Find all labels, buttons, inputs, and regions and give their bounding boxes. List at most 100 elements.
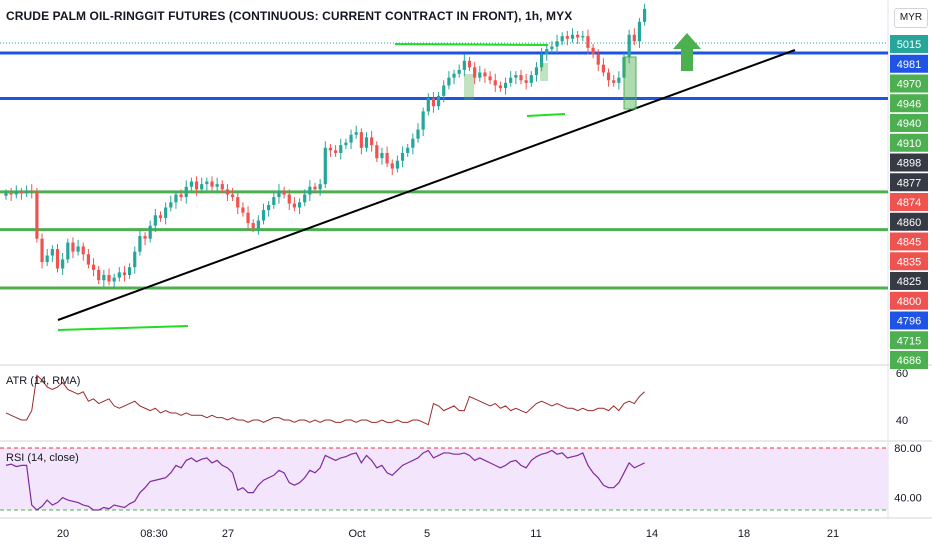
candle-body: [509, 77, 513, 83]
candle-body: [503, 82, 508, 89]
price-label-bg: [890, 291, 928, 310]
time-tick: 27: [222, 528, 234, 540]
candle-body: [637, 21, 642, 42]
price-label: 4835: [890, 252, 928, 271]
candle-body: [128, 267, 132, 276]
candle-body: [437, 95, 441, 107]
candle-body: [277, 190, 281, 198]
candle-body: [581, 36, 585, 38]
candle-body: [236, 197, 240, 208]
time-tick: 5: [424, 528, 430, 540]
candle-body: [231, 194, 235, 198]
candle-body: [112, 277, 116, 282]
candle-body: [251, 223, 255, 229]
candle-body: [570, 34, 575, 39]
candle-body: [292, 203, 296, 208]
candle-body: [76, 246, 80, 252]
price-label: 4981: [890, 54, 928, 73]
atr-tick: 40: [896, 415, 908, 427]
price-label-text: 4970: [897, 79, 921, 91]
candle-body: [560, 36, 564, 42]
candle-body: [272, 197, 276, 205]
candle-body: [246, 212, 250, 224]
price-label-text: 5015: [897, 39, 921, 51]
candle-body: [66, 242, 70, 260]
candle-body: [385, 152, 389, 164]
candle-body: [339, 145, 343, 153]
candle-body: [91, 264, 96, 270]
candle-body: [534, 67, 539, 76]
candle-body: [545, 49, 549, 55]
candle-body: [529, 75, 533, 83]
marker-line-low: [57, 325, 189, 331]
up-arrow-icon: [673, 33, 701, 71]
candle-body: [524, 80, 528, 83]
price-label: 4877: [890, 173, 928, 192]
candle-body: [241, 207, 245, 213]
price-label-text: 4715: [897, 335, 921, 347]
candle-body: [359, 132, 363, 148]
candle-body: [61, 259, 65, 269]
candle-body: [323, 147, 327, 185]
candle-body: [462, 60, 466, 70]
price-label: 4874: [890, 193, 928, 211]
price-label-text: 4800: [897, 296, 921, 308]
atr-legend: ATR (14, RMA): [6, 375, 81, 387]
candle-body: [375, 145, 379, 159]
candle-body: [643, 8, 647, 22]
price-label-bg: [890, 173, 928, 192]
candle-body: [498, 85, 502, 89]
price-label: 4940: [890, 114, 928, 132]
candle-body: [50, 249, 54, 256]
atr-line: [5, 374, 645, 426]
candle-body: [540, 54, 544, 68]
price-label-bg: [890, 153, 928, 172]
price-label: 4910: [890, 133, 928, 152]
price-label-text: 4946: [897, 98, 921, 110]
candle-body: [303, 194, 307, 203]
candle-body: [35, 191, 39, 239]
candle-body: [210, 181, 214, 187]
rsi-line: [5, 449, 645, 511]
price-label-bg: [890, 331, 928, 350]
highlight-box-small: [540, 63, 548, 81]
time-tick: 18: [738, 528, 750, 540]
candle-body: [431, 98, 436, 107]
candle-body: [179, 194, 183, 198]
rsi-tick: 80.00: [894, 443, 922, 455]
candle-body: [370, 137, 374, 146]
candle-body: [287, 194, 291, 204]
price-label-bg: [890, 193, 928, 211]
candle-body: [406, 147, 410, 153]
candle-body: [4, 193, 8, 196]
price-label: 4686: [890, 351, 928, 369]
candle-body: [256, 220, 260, 229]
candle-body: [555, 41, 559, 47]
candle-body: [267, 204, 271, 211]
candle-body: [184, 186, 188, 198]
candle-body: [390, 163, 394, 169]
candle-body: [457, 69, 461, 74]
candle-body: [442, 85, 446, 96]
price-label-bg: [890, 232, 928, 251]
currency-button[interactable]: MYR: [894, 8, 928, 28]
candle-body: [297, 202, 302, 208]
price-label-text: 4898: [897, 158, 921, 170]
price-label-text: 4835: [897, 256, 921, 268]
candle-body: [395, 160, 399, 169]
price-label: 4970: [890, 74, 928, 93]
price-label-bg: [890, 94, 928, 113]
price-label: 4796: [890, 311, 928, 330]
time-tick: 08:30: [140, 528, 168, 540]
candle-body: [519, 75, 523, 81]
candle-body: [591, 47, 595, 55]
candle-body: [493, 80, 497, 86]
candle-body: [164, 207, 168, 218]
price-label-bg: [890, 54, 928, 73]
candle-body: [45, 255, 49, 263]
candle-body: [225, 189, 230, 195]
candle-body: [308, 186, 312, 195]
candle-body: [328, 147, 333, 151]
candle-body: [565, 36, 569, 39]
